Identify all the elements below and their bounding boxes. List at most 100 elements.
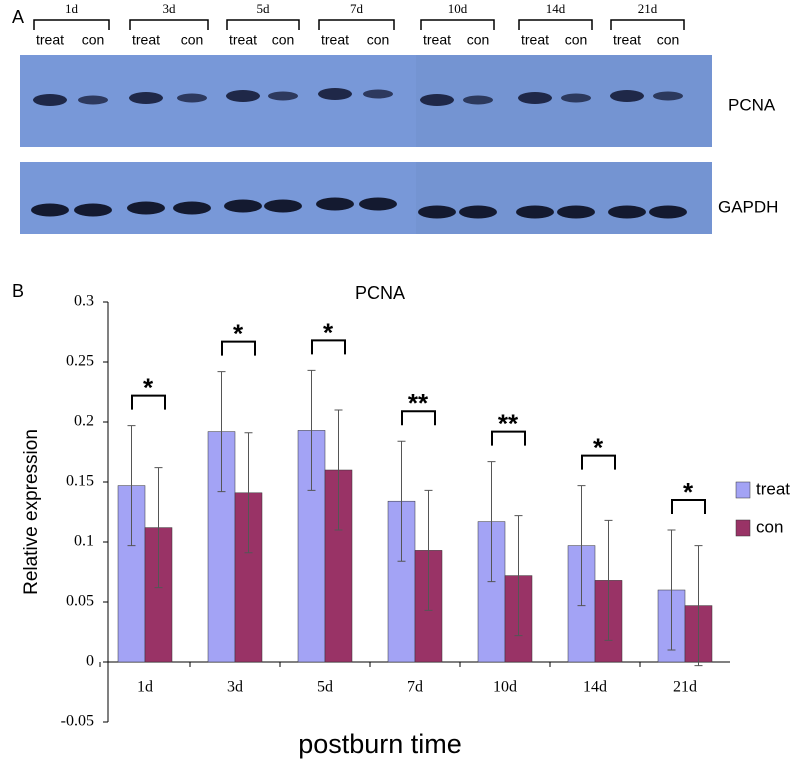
significance-bracket bbox=[311, 339, 346, 355]
gapdh-band bbox=[173, 201, 211, 215]
legend-swatch bbox=[735, 481, 751, 499]
blot-row-label: GAPDH bbox=[718, 197, 778, 216]
gapdh-band bbox=[516, 205, 554, 219]
pcna-band bbox=[78, 95, 108, 105]
x-tick-label: 10d bbox=[493, 679, 517, 696]
y-tick-label: 0.1 bbox=[74, 533, 94, 550]
gapdh-band bbox=[608, 205, 646, 219]
error-bar bbox=[397, 440, 406, 562]
gapdh-band bbox=[459, 205, 497, 219]
gapdh-band bbox=[557, 205, 595, 219]
error-bar bbox=[334, 409, 343, 531]
gapdh-band bbox=[224, 199, 262, 213]
gapdh-band bbox=[127, 201, 165, 215]
blot-gapdh-right bbox=[416, 162, 712, 234]
blot-pcna-right bbox=[416, 55, 712, 147]
y-tick-label: 0.25 bbox=[66, 353, 94, 370]
lane-label: treat bbox=[36, 32, 64, 48]
y-tick-label: -0.05 bbox=[61, 713, 94, 730]
error-bar bbox=[307, 369, 316, 491]
lane-bracket bbox=[420, 19, 495, 30]
x-tick-label: 21d bbox=[673, 679, 697, 696]
lane-bracket bbox=[226, 19, 300, 30]
gapdh-band bbox=[359, 197, 397, 211]
legend-swatch bbox=[735, 519, 751, 537]
pcna-band bbox=[653, 91, 683, 101]
pcna-band bbox=[318, 88, 352, 100]
lane-label: con bbox=[82, 32, 105, 48]
y-tick-label: 0.2 bbox=[74, 413, 94, 430]
significance-bracket bbox=[581, 454, 616, 470]
lane-label: treat bbox=[423, 32, 451, 48]
x-axis-label: postburn time bbox=[298, 729, 462, 759]
lane-label: con bbox=[272, 32, 295, 48]
time-label: 5d bbox=[257, 1, 271, 16]
significance-bracket bbox=[131, 394, 166, 410]
lane-label: treat bbox=[132, 32, 160, 48]
pcna-band bbox=[463, 95, 493, 105]
error-bar bbox=[667, 529, 676, 651]
lane-label: con bbox=[657, 32, 680, 48]
pcna-band bbox=[226, 90, 260, 102]
pcna-band bbox=[363, 89, 393, 99]
y-tick-label: 0.05 bbox=[66, 593, 94, 610]
significance-label: * bbox=[323, 317, 334, 347]
error-bar bbox=[577, 485, 586, 607]
y-tick-label: 0.3 bbox=[74, 293, 94, 310]
lane-bracket bbox=[129, 19, 209, 30]
pcna-band bbox=[610, 90, 644, 102]
y-tick-label: 0 bbox=[86, 653, 94, 670]
legend-label: con bbox=[756, 517, 783, 536]
pcna-band bbox=[129, 92, 163, 104]
pcna-band bbox=[33, 94, 67, 106]
x-tick-label: 5d bbox=[317, 679, 333, 696]
blot-row-label: PCNA bbox=[728, 95, 776, 114]
time-label: 1d bbox=[65, 1, 79, 16]
lane-label: con bbox=[565, 32, 588, 48]
error-bar bbox=[244, 432, 253, 554]
pcna-band bbox=[177, 93, 207, 103]
error-bar bbox=[127, 425, 136, 547]
gapdh-band bbox=[31, 203, 69, 217]
time-label: 14d bbox=[546, 1, 566, 16]
lane-label: con bbox=[181, 32, 204, 48]
panel-label: A bbox=[12, 7, 24, 27]
panel-label: B bbox=[12, 281, 24, 301]
significance-label: * bbox=[233, 318, 244, 348]
error-bar bbox=[424, 489, 433, 611]
time-label: 7d bbox=[350, 1, 364, 16]
error-bar bbox=[604, 519, 613, 641]
error-bar bbox=[217, 371, 226, 493]
time-label: 10d bbox=[448, 1, 468, 16]
y-tick-label: 0.15 bbox=[66, 473, 94, 490]
significance-bracket bbox=[221, 340, 256, 356]
x-tick-label: 1d bbox=[137, 679, 153, 696]
lane-label: treat bbox=[321, 32, 349, 48]
error-bar bbox=[514, 515, 523, 637]
blot-gapdh-left bbox=[20, 162, 416, 234]
time-label: 3d bbox=[163, 1, 177, 16]
error-bar bbox=[694, 545, 703, 667]
gapdh-band bbox=[316, 197, 354, 211]
x-tick-label: 14d bbox=[583, 679, 607, 696]
error-bar bbox=[154, 467, 163, 589]
pcna-band bbox=[561, 93, 591, 103]
lane-label: treat bbox=[521, 32, 549, 48]
y-axis-label: Relative expression bbox=[21, 429, 42, 595]
gapdh-band bbox=[649, 205, 687, 219]
significance-label: ** bbox=[408, 388, 429, 418]
gapdh-band bbox=[418, 205, 456, 219]
significance-label: ** bbox=[498, 408, 519, 438]
time-label: 21d bbox=[638, 1, 658, 16]
lane-label: treat bbox=[229, 32, 257, 48]
gapdh-band bbox=[264, 199, 302, 213]
error-bar bbox=[487, 461, 496, 583]
pcna-band bbox=[420, 94, 454, 106]
legend-label: treat bbox=[756, 479, 790, 498]
gapdh-band bbox=[74, 203, 112, 217]
significance-bracket bbox=[491, 430, 526, 446]
significance-label: * bbox=[683, 477, 694, 507]
pcna-band bbox=[518, 92, 552, 104]
pcna-band bbox=[268, 91, 298, 101]
